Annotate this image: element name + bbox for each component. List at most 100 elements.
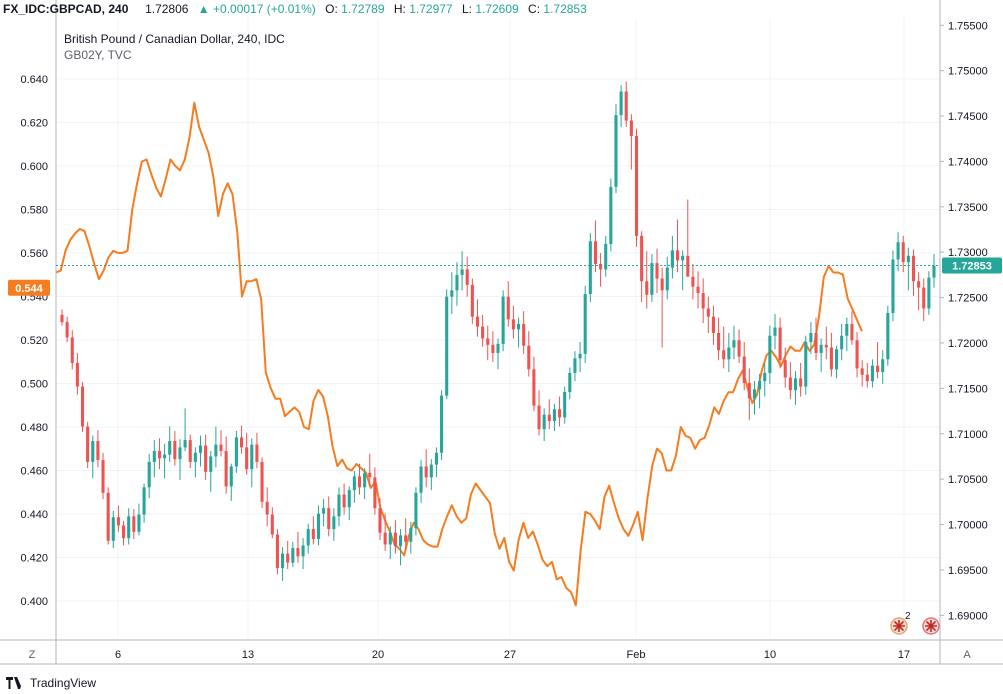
time-axis-tick-label: Feb <box>627 649 646 661</box>
left-axis-tick-label: 0.400 <box>20 596 48 608</box>
gb02y-line <box>55 101 863 607</box>
change-up-icon: ▲ <box>197 2 210 16</box>
candle-body <box>876 365 880 373</box>
candle-body <box>896 242 900 260</box>
candle-body <box>814 332 818 353</box>
chart-legend-overlay[interactable]: GB02Y, TVC <box>64 48 132 62</box>
right-axis-tick-label: 1.75500 <box>948 20 988 32</box>
candle-body <box>383 532 387 545</box>
candle-body <box>409 528 413 542</box>
candle-body <box>450 290 454 297</box>
candle-body <box>152 451 156 462</box>
gb02y-series <box>55 101 863 607</box>
low-value: 1.72609 <box>475 2 519 16</box>
uk-flag-event-icon-2[interactable] <box>922 617 940 635</box>
candle-body <box>527 345 531 370</box>
change-value: +0.00017 (+0.01%) <box>213 2 316 16</box>
candle-body <box>609 186 613 245</box>
candle-body <box>491 344 495 353</box>
candle-body <box>65 322 69 338</box>
candle-body <box>219 444 223 452</box>
candle-body <box>332 516 336 530</box>
time-axis-tick-label: 17 <box>898 649 910 661</box>
candle-body <box>629 120 633 137</box>
candle-body <box>737 340 741 357</box>
candle-body <box>132 516 136 532</box>
candle-body <box>368 472 372 478</box>
tradingview-brand[interactable]: TradingView <box>6 674 96 692</box>
candle-body <box>522 323 526 346</box>
time-axis-tick-label: 13 <box>242 649 254 661</box>
candle-body <box>799 378 803 387</box>
uk-flag-event-icon[interactable] <box>890 617 908 635</box>
candle-body <box>650 263 654 295</box>
candle-body <box>255 444 259 462</box>
left-axis-tick-label: 0.620 <box>20 117 48 129</box>
time-axis-tick-label: 10 <box>764 649 776 661</box>
candle-body <box>742 356 746 383</box>
candle-body <box>163 454 167 459</box>
candle-body <box>829 347 833 370</box>
candle-body <box>96 441 100 461</box>
candle-body <box>440 395 444 453</box>
candle-body <box>819 344 823 353</box>
candle-body <box>470 284 474 317</box>
right-axis-tick-label: 1.72000 <box>948 338 988 350</box>
candle-body <box>773 327 777 336</box>
candle-body <box>60 314 64 323</box>
candle-body <box>75 362 79 387</box>
candle-body <box>532 369 536 406</box>
candle-body <box>563 391 567 418</box>
zoom-button[interactable]: Z <box>28 649 36 661</box>
candle-body <box>122 525 126 539</box>
candle-body <box>675 250 680 261</box>
left-axis-tick-label: 0.560 <box>20 248 48 260</box>
candle-body <box>855 340 859 369</box>
candle-body <box>347 490 351 508</box>
event-count-badge: 2 <box>905 611 911 622</box>
candle-body <box>460 269 464 275</box>
candle-body <box>270 514 274 535</box>
candle-body <box>204 445 208 472</box>
candle-body <box>906 255 910 263</box>
chart-legend-title[interactable]: British Pound / Canadian Dollar, 240, ID… <box>64 32 285 46</box>
candle-body <box>604 244 608 270</box>
symbol-name[interactable]: FX_IDC:GBPCAD, 240 <box>3 2 129 16</box>
candle-body <box>481 326 485 339</box>
right-axis-tick-label: 1.70500 <box>948 474 988 486</box>
candle-body <box>696 286 700 294</box>
candle-body <box>593 241 597 265</box>
candle-body <box>640 235 644 282</box>
high-value: 1.72977 <box>409 2 453 16</box>
left-value-badge <box>8 279 50 296</box>
candle-body <box>850 323 854 341</box>
candle-body <box>209 456 213 472</box>
left-axis-tick-label: 0.520 <box>20 335 48 347</box>
candle-body <box>188 440 192 462</box>
candle-body <box>306 529 310 546</box>
candle-body <box>573 358 577 373</box>
close-label: C: <box>528 2 541 16</box>
candle-body <box>80 386 85 427</box>
left-axis-tick-label: 0.500 <box>20 378 48 390</box>
right-axis-tick-label: 1.70000 <box>948 520 988 532</box>
candle-body <box>127 516 131 539</box>
candle-body <box>465 269 469 285</box>
candle-body <box>393 532 397 547</box>
right-axis-tick-label: 1.75000 <box>948 66 988 78</box>
candle-body <box>809 332 813 343</box>
candle-body <box>357 476 362 488</box>
candle-body <box>599 264 603 270</box>
candle-body <box>547 414 551 422</box>
candle-body <box>783 360 787 378</box>
candle-body <box>214 444 218 457</box>
candle-body <box>778 327 782 361</box>
right-axis-tick-label: 1.73500 <box>948 202 988 214</box>
candle-body <box>881 359 885 373</box>
candle-body <box>137 514 141 532</box>
candle-body <box>404 535 408 542</box>
last-price: 1.72806 <box>145 2 189 16</box>
auto-scale-button[interactable]: A <box>963 649 971 661</box>
